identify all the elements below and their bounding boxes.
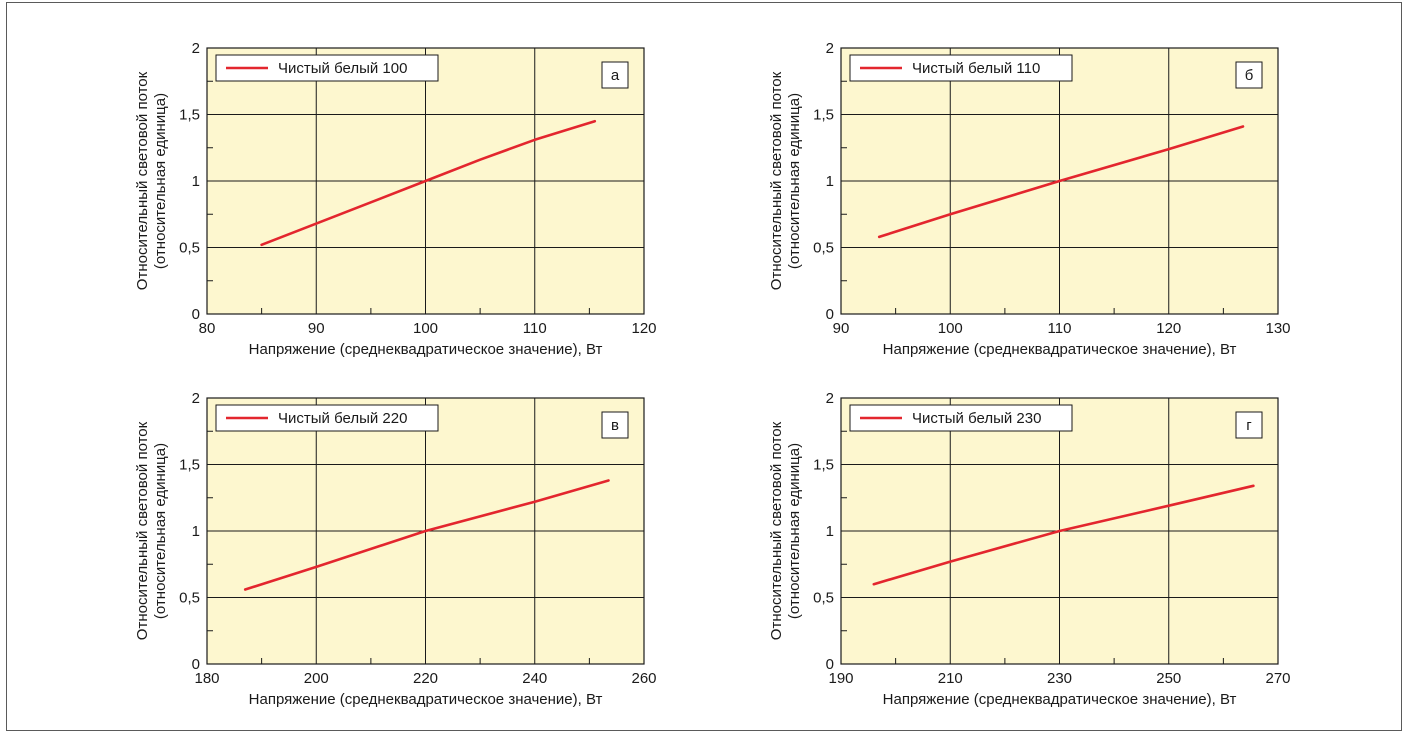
x-tick-label: 270 xyxy=(1265,670,1290,687)
y-axis-label-line2: (относительная единица) xyxy=(152,443,169,619)
series-line xyxy=(877,125,1245,239)
x-tick-label: 240 xyxy=(522,670,547,687)
y-tick-label: 0,5 xyxy=(813,240,834,257)
x-tick-label: 130 xyxy=(1265,320,1290,337)
y-tick-label: 2 xyxy=(826,40,834,57)
x-axis-label: Напряжение (среднеквадратическое значени… xyxy=(249,341,603,358)
legend: Чистый белый 100 xyxy=(215,54,439,82)
series-line xyxy=(260,119,597,247)
y-tick-label: 1,5 xyxy=(179,107,200,124)
x-tick-label: 100 xyxy=(938,320,963,337)
panel-label: в xyxy=(611,417,619,434)
y-axis-label-line2: (относительная единица) xyxy=(152,93,169,269)
y-tick-label: 1 xyxy=(192,523,200,540)
x-tick-label: 90 xyxy=(308,320,325,337)
chart-panel-4: 0 0,5 1 1,5 2 190 210 230 250 270 Напряжение (сред… xyxy=(768,390,1291,708)
x-tick-label: 110 xyxy=(1048,320,1072,337)
y-tick-label: 0,5 xyxy=(179,240,200,257)
x-tick-label: 120 xyxy=(631,320,656,337)
x-tick-label: 230 xyxy=(1047,670,1072,687)
x-tick-label: 100 xyxy=(413,320,438,337)
legend-label: Чистый белый 100 xyxy=(278,60,407,77)
y-tick-label: 1 xyxy=(826,523,834,540)
y-tick-label: 0,5 xyxy=(179,590,200,607)
y-tick-label: 0 xyxy=(826,306,834,323)
plot-border xyxy=(206,397,645,665)
series-line xyxy=(872,484,1255,586)
panel-label-box xyxy=(601,61,629,89)
legend: Чистый белый 220 xyxy=(215,404,439,432)
y-tick-label: 1 xyxy=(192,173,200,190)
x-tick-label: 210 xyxy=(938,670,963,687)
legend: Чистый белый 110 xyxy=(849,54,1073,82)
y-tick-label: 0 xyxy=(192,306,200,323)
panel-label-box xyxy=(1235,411,1263,439)
chart-panel-3: 0 0,5 1 1,5 2 180 200 220 240 260 Напряжение (сред… xyxy=(134,390,657,708)
y-tick-label: 1,5 xyxy=(813,107,834,124)
y-axis-label-line1: Относительный световой поток xyxy=(134,421,151,640)
x-tick-label: 260 xyxy=(631,670,656,687)
y-tick-label: 1 xyxy=(826,173,834,190)
y-axis-label-line2: (относительная единица) xyxy=(786,93,803,269)
plot-border xyxy=(840,397,1279,665)
y-tick-label: 2 xyxy=(826,390,834,407)
x-axis-label: Напряжение (среднеквадратическое значени… xyxy=(883,691,1237,708)
legend: Чистый белый 230 xyxy=(849,404,1073,432)
x-tick-label: 180 xyxy=(194,670,219,687)
y-tick-label: 2 xyxy=(192,40,200,57)
x-tick-label: 90 xyxy=(833,320,850,337)
x-axis-label: Напряжение (среднеквадратическое значени… xyxy=(883,341,1237,358)
plot-border xyxy=(206,47,645,315)
y-tick-label: 1,5 xyxy=(813,457,834,474)
y-tick-label: 2 xyxy=(192,390,200,407)
x-tick-label: 190 xyxy=(828,670,853,687)
x-tick-label: 200 xyxy=(304,670,329,687)
legend-label: Чистый белый 110 xyxy=(912,60,1040,77)
panel-label: а xyxy=(611,67,620,84)
plot-border xyxy=(840,47,1279,315)
panel-label-box xyxy=(601,411,629,439)
y-axis-label-line1: Относительный световой поток xyxy=(134,71,151,290)
y-tick-label: 0,5 xyxy=(813,590,834,607)
series-line xyxy=(243,479,610,591)
x-tick-label: 220 xyxy=(413,670,438,687)
y-tick-label: 0 xyxy=(826,656,834,673)
x-tick-label: 110 xyxy=(523,320,547,337)
y-axis-label-line1: Относительный световой поток xyxy=(768,421,785,640)
panel-label-box xyxy=(1235,61,1263,89)
legend-label: Чистый белый 220 xyxy=(278,410,407,427)
panel-label: б xyxy=(1245,67,1254,84)
x-tick-label: 250 xyxy=(1156,670,1181,687)
y-axis-label-line2: (относительная единица) xyxy=(786,443,803,619)
legend-label: Чистый белый 230 xyxy=(912,410,1041,427)
y-tick-label: 0 xyxy=(192,656,200,673)
chart-panel-2: 0 0,5 1 1,5 2 90 100 110 120 130 Напряжение (средн… xyxy=(768,40,1291,358)
y-axis-label-line1: Относительный световой поток xyxy=(768,71,785,290)
panel-label: г xyxy=(1246,417,1252,434)
x-axis-label: Напряжение (среднеквадратическое значени… xyxy=(249,691,603,708)
y-tick-label: 1,5 xyxy=(179,457,200,474)
x-tick-label: 120 xyxy=(1156,320,1181,337)
chart-panel-1: 0 0,5 1 1,5 2 80 90 100 110 120 Напряжение (средне… xyxy=(134,40,657,358)
x-tick-label: 80 xyxy=(199,320,216,337)
